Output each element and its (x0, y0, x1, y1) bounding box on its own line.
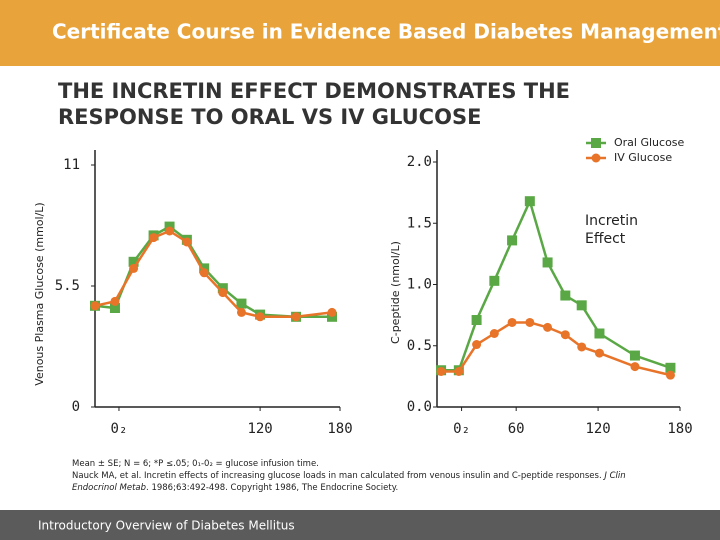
data-point (560, 330, 570, 340)
y-tick-label: 0.0 (407, 399, 432, 415)
data-point (543, 322, 553, 332)
data-point (525, 317, 535, 327)
citation: Nauck MA, et al. Incretin effects of inc… (72, 470, 632, 494)
data-point (594, 328, 605, 339)
data-point (630, 362, 640, 372)
data-point (471, 315, 482, 326)
footnote-line: Mean ± SE; N = 6; *P ≤.05; 0₁-0₂ = gluco… (72, 459, 319, 469)
data-point (507, 235, 518, 246)
data-point (291, 312, 301, 322)
citation-journal: J Clin Endocrinol Metab (72, 471, 626, 493)
data-point (524, 196, 535, 207)
data-point (489, 329, 499, 338)
header-title: Certificate Course in Evidence Based Dia… (52, 20, 720, 44)
legend-marker (591, 153, 601, 163)
y-axis-label: Venous Plasma Glucose (mmol/L) (33, 202, 46, 385)
data-point (129, 263, 139, 273)
series-line (441, 321, 671, 377)
data-point (182, 237, 192, 247)
footnote: Mean ± SE; N = 6; *P ≤.05; 0₁-0₂ = gluco… (72, 458, 632, 494)
y-tick-label: 1.0 (407, 277, 432, 293)
data-point (165, 226, 175, 236)
series-line (94, 229, 333, 319)
x-tick-label: 60 (508, 421, 525, 437)
y-tick-label: 0.5 (407, 338, 432, 354)
y-tick-label: 0 (72, 399, 80, 415)
data-point (236, 298, 247, 309)
annotation: Incretin Effect (585, 213, 639, 247)
data-point (454, 366, 464, 376)
data-point (542, 257, 553, 268)
data-point (236, 307, 246, 317)
data-point (489, 275, 500, 286)
x-tick-label: 0₂ (111, 421, 128, 437)
data-point (594, 348, 604, 358)
data-point (560, 290, 571, 301)
data-point (90, 301, 100, 311)
y-tick-label: 2.0 (407, 154, 432, 170)
y-axis-label: C-peptide (nmol/L) (389, 241, 402, 344)
data-point (255, 312, 265, 322)
data-point (629, 350, 640, 361)
data-point (327, 307, 337, 317)
slide-title: THE INCRETIN EFFECT DEMONSTRATES THE RES… (58, 79, 571, 129)
header-bar (0, 0, 720, 66)
data-point (665, 370, 675, 380)
data-point (110, 296, 120, 306)
x-tick-label: 180 (327, 421, 352, 437)
legend-marker (591, 138, 601, 148)
y-tick-label: 5.5 (55, 278, 80, 294)
data-point (576, 300, 587, 311)
y-tick-label: 11 (63, 157, 80, 173)
legend-label: IV Glucose (614, 151, 672, 164)
data-point (577, 342, 587, 352)
data-point (472, 340, 482, 350)
data-point (128, 256, 139, 267)
x-tick-label: 120 (247, 421, 272, 437)
x-tick-label: 180 (667, 421, 692, 437)
data-point (199, 268, 209, 278)
data-point (436, 366, 446, 376)
y-tick-label: 1.5 (407, 215, 432, 231)
footer-bar (0, 510, 720, 540)
footer-title: Introductory Overview of Diabetes Mellit… (38, 519, 295, 533)
citation-text: Nauck MA, et al. Incretin effects of inc… (72, 471, 605, 481)
data-point (109, 303, 120, 313)
data-point (665, 362, 676, 373)
x-tick-label: 120 (585, 421, 610, 437)
data-point (149, 233, 159, 243)
x-tick-label: 0₂ (453, 421, 470, 437)
legend-label: Oral Glucose (614, 136, 685, 149)
series-line (441, 197, 671, 372)
citation-text: . 1986;63:492-498. Copyright 1986, The E… (146, 483, 399, 493)
data-point (218, 288, 228, 298)
data-point (507, 317, 517, 327)
